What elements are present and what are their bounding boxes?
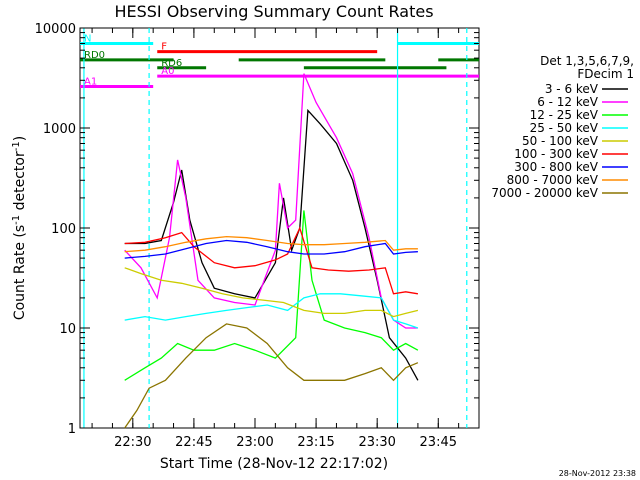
y-axis-label-end: ) — [12, 136, 28, 141]
legend-label: 100 - 300 keV — [514, 147, 598, 161]
x-tick-label: 22:30 — [114, 435, 151, 450]
chart-title: HESSI Observing Summary Count Rates — [114, 2, 433, 21]
series-line-3 — [124, 210, 419, 381]
flag-label-f: F — [161, 42, 167, 53]
x-tick-label: 23:00 — [236, 435, 273, 450]
y-axis: 1 10 100 1000 10000 — [35, 22, 479, 437]
y-tick-label: 1000 — [43, 122, 76, 137]
legend-label: 7000 - 20000 keV — [491, 186, 598, 200]
x-axis-label: Start Time (28-Nov-12 22:17:02) — [160, 456, 388, 472]
legend-label: 12 - 25 keV — [530, 108, 599, 122]
y-axis-label-sup2: -1 — [11, 141, 22, 151]
legend-header-2: FDecim 1 — [577, 67, 634, 81]
x-tick-label: 23:45 — [420, 435, 457, 450]
y-tick-label: 100 — [51, 222, 76, 237]
flag-label-a1: A1 — [84, 77, 97, 88]
timestamp: 28-Nov-2012 23:38 — [559, 469, 636, 478]
flag-label-rd6: RD6 — [161, 58, 182, 69]
legend-label: 3 - 6 keV — [545, 82, 599, 96]
flag-label-a0: A0 — [161, 66, 174, 77]
y-tick-label: 10000 — [35, 22, 76, 37]
legend-label: 800 - 7000 keV — [507, 173, 599, 187]
series-line-9 — [124, 323, 419, 429]
series-line-7 — [124, 239, 418, 259]
x-tick-label: 23:15 — [297, 435, 334, 450]
legend-label: 25 - 50 keV — [530, 121, 599, 135]
y-tick-label: 10 — [59, 322, 76, 337]
series-line-6 — [124, 226, 419, 295]
y-axis-label: Count Rate (s-1 detector-1) — [11, 136, 28, 320]
y-axis-label-sup: -1 — [11, 215, 22, 225]
legend-header-1: Det 1,3,5,6,7,9, — [540, 54, 634, 68]
y-axis-label-mid: detector — [12, 151, 28, 215]
x-tick-label: 23:30 — [358, 435, 395, 450]
flag-label-rd0: RD0 — [84, 50, 105, 61]
series-line-5 — [124, 267, 419, 318]
legend-label: 300 - 800 keV — [514, 160, 598, 174]
series-line-8 — [124, 235, 418, 253]
x-axis: 22:30 22:45 23:00 23:15 23:30 23:45 — [91, 28, 480, 450]
legend-label: 50 - 100 keV — [522, 134, 599, 148]
series-line-2 — [124, 73, 418, 329]
x-tick-label: 22:45 — [175, 435, 212, 450]
legend-label: 6 - 12 keV — [537, 95, 599, 109]
series-line-4 — [124, 293, 419, 329]
y-tick-label: 1 — [68, 422, 76, 437]
flag-label-n: N — [84, 33, 91, 44]
y-axis-label-main: Count Rate (s — [12, 225, 28, 320]
series-group — [124, 73, 419, 429]
